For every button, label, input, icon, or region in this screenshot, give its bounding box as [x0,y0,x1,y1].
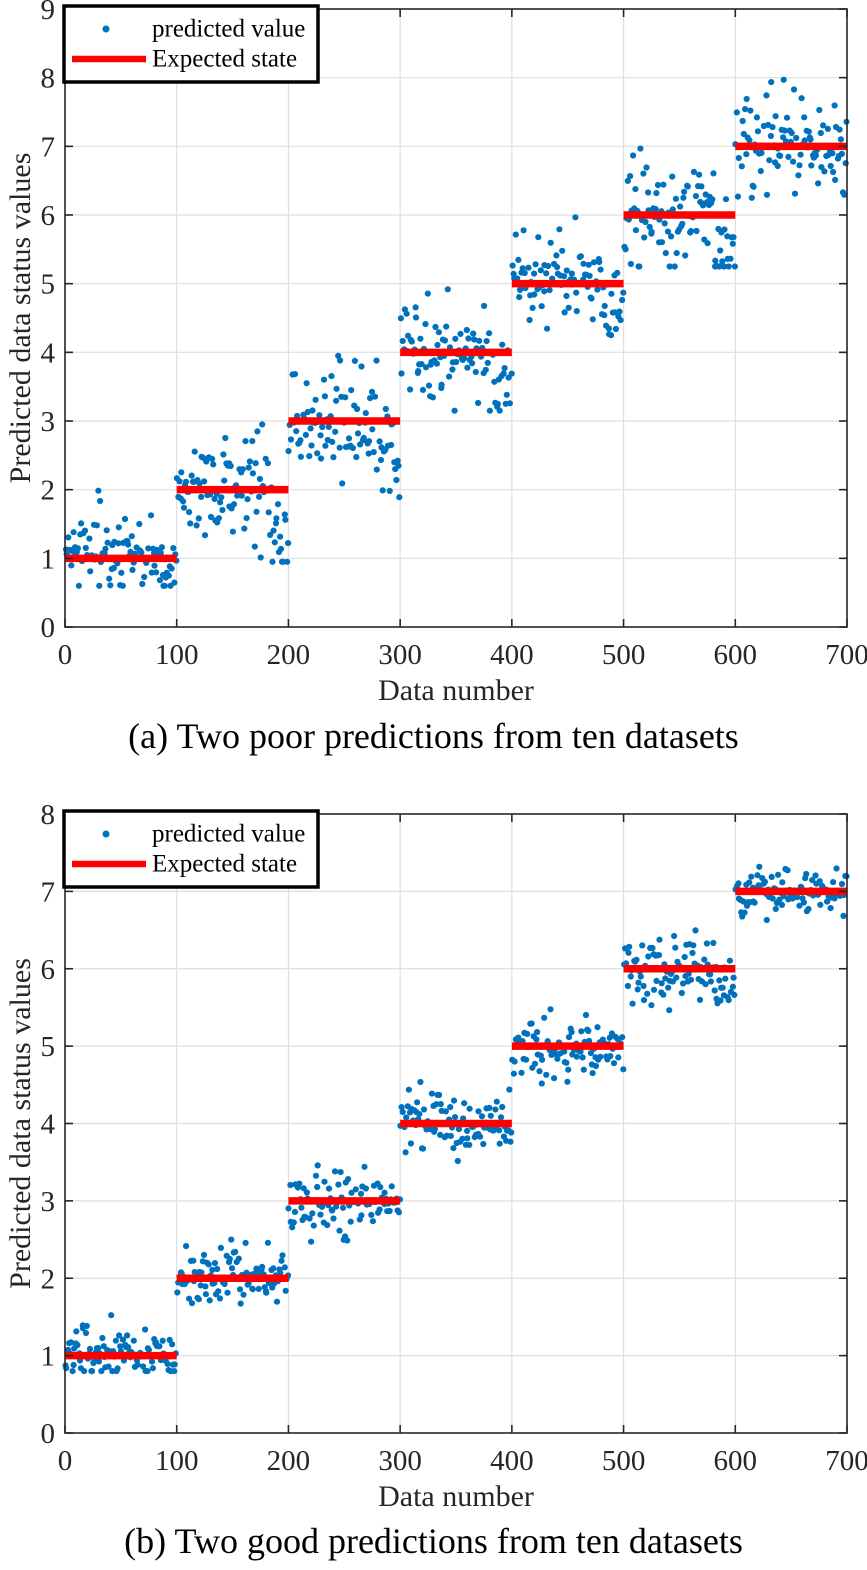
y-axis-label: Predicted data status values [4,958,37,1289]
svg-text:100: 100 [155,1445,199,1477]
svg-text:400: 400 [490,639,534,671]
svg-text:7: 7 [41,131,56,163]
svg-text:500: 500 [602,1445,646,1477]
caption-a: (a) Two poor predictions from ten datase… [128,716,739,756]
y-axis-label: Predicted data status values [4,153,37,484]
chart-b-good-predictions-plot: 0 100 200 300 400 500 600 700 0 1 2 3 4 5 6 7 8 Data numb… [4,799,867,1513]
svg-text:6: 6 [41,200,56,232]
x-axis-label: Data number [378,1480,534,1513]
legend-box [62,809,320,889]
svg-text:400: 400 [490,1445,534,1477]
svg-text:8: 8 [41,63,56,95]
x-tick-labels: 0 100 200 300 400 500 600 700 [58,1445,867,1477]
svg-text:200: 200 [267,1445,311,1477]
svg-text:3: 3 [41,1186,56,1218]
grid-lines [65,9,847,627]
chart-a-poor-predictions-plot: 0 100 200 300 400 500 600 700 0 1 2 3 4 5 6 7 8 9 Data num… [4,0,867,707]
svg-text:300: 300 [378,639,422,671]
svg-text:600: 600 [714,1445,758,1477]
svg-text:3: 3 [41,406,56,438]
svg-text:0: 0 [41,612,56,644]
legend-label-predicted-value: predicted value [152,821,305,848]
svg-text:1: 1 [41,1341,56,1373]
svg-text:4: 4 [41,337,56,369]
legend: predicted value Expected state [62,809,320,889]
legend-label-expected-state: Expected state [152,851,297,878]
legend-dot-marker [102,830,110,838]
scatter-predicted-value [62,76,850,589]
svg-text:200: 200 [267,639,311,671]
expected-state-line [65,142,847,563]
svg-text:5: 5 [41,269,56,301]
tick-marks [64,8,848,628]
y-tick-labels: 0 1 2 3 4 5 6 7 8 [41,799,56,1450]
svg-text:0: 0 [58,1445,73,1477]
x-tick-labels: 0 100 200 300 400 500 600 700 [58,639,867,671]
svg-text:0: 0 [41,1418,56,1450]
svg-text:700: 700 [825,639,867,671]
svg-text:6: 6 [41,954,56,986]
y-tick-labels: 0 1 2 3 4 5 6 7 8 9 [41,0,56,644]
legend-dot-marker [102,25,110,33]
svg-text:100: 100 [155,639,199,671]
svg-text:700: 700 [825,1445,867,1477]
caption-b: (b) Two good predictions from ten datase… [124,1521,743,1561]
expected-state-line [65,887,847,1360]
svg-text:600: 600 [714,639,758,671]
legend-box [62,4,320,84]
svg-text:300: 300 [378,1445,422,1477]
svg-text:2: 2 [41,475,56,507]
svg-text:2: 2 [41,1263,56,1295]
svg-text:500: 500 [602,639,646,671]
svg-text:5: 5 [41,1031,56,1063]
x-axis-label: Data number [378,674,534,707]
svg-text:7: 7 [41,876,56,908]
scatter-predicted-value [62,863,850,1375]
svg-text:1: 1 [41,543,56,575]
axes-box [64,8,848,628]
svg-text:0: 0 [58,639,73,671]
svg-text:9: 9 [41,0,56,26]
svg-text:8: 8 [41,799,56,831]
svg-text:4: 4 [41,1109,56,1141]
legend-label-expected-state: Expected state [152,46,297,73]
legend: predicted value Expected state [62,4,320,84]
legend-label-predicted-value: predicted value [152,16,305,43]
